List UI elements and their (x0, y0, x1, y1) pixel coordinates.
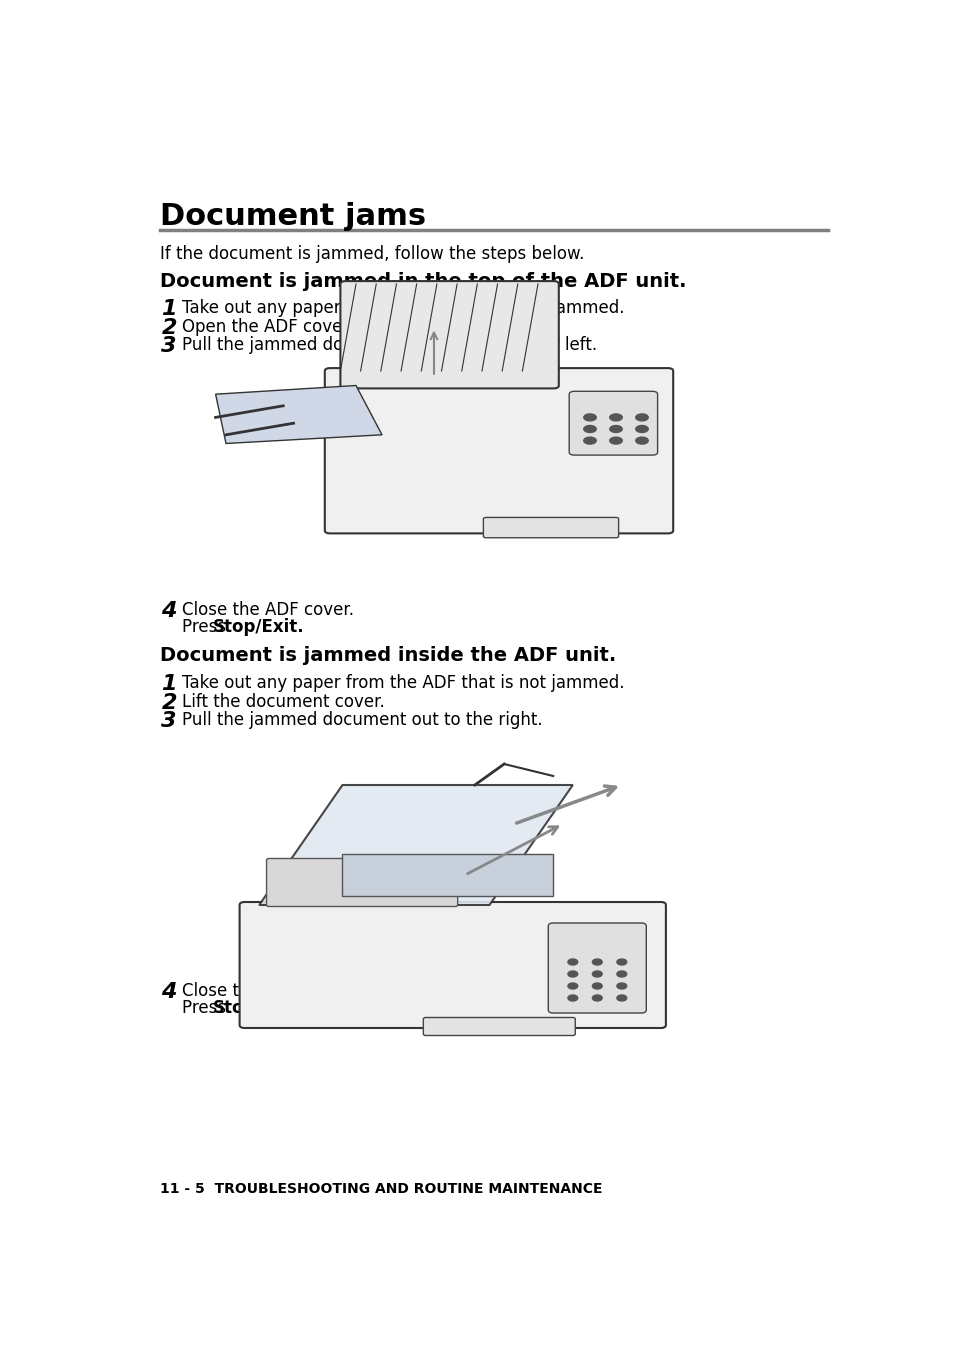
Text: 2: 2 (161, 692, 176, 713)
Text: 2: 2 (161, 318, 176, 338)
Polygon shape (342, 854, 553, 896)
Circle shape (617, 983, 626, 990)
Circle shape (609, 437, 621, 443)
FancyBboxPatch shape (548, 923, 645, 1013)
Text: Document is jammed in the top of the ADF unit.: Document is jammed in the top of the ADF… (160, 272, 686, 291)
Text: 1: 1 (161, 675, 176, 695)
Circle shape (617, 995, 626, 1000)
Circle shape (583, 414, 596, 420)
Circle shape (635, 437, 647, 443)
FancyBboxPatch shape (266, 859, 457, 906)
Text: Document is jammed inside the ADF unit.: Document is jammed inside the ADF unit. (160, 646, 616, 665)
Circle shape (635, 414, 647, 420)
Circle shape (592, 983, 601, 990)
Circle shape (592, 971, 601, 977)
FancyBboxPatch shape (423, 1018, 575, 1036)
Circle shape (583, 426, 596, 433)
Text: Lift the document cover.: Lift the document cover. (181, 692, 384, 711)
Text: 1: 1 (161, 299, 176, 319)
Circle shape (567, 995, 578, 1000)
FancyBboxPatch shape (483, 518, 618, 538)
FancyArrowPatch shape (257, 396, 312, 422)
Circle shape (617, 971, 626, 977)
Text: Stop/Exit.: Stop/Exit. (213, 618, 304, 635)
FancyArrowPatch shape (430, 333, 436, 375)
Text: If the document is jammed, follow the steps below.: If the document is jammed, follow the st… (160, 246, 583, 264)
Circle shape (609, 426, 621, 433)
Text: Close the ADF cover.: Close the ADF cover. (181, 602, 354, 619)
Text: Press: Press (181, 618, 231, 635)
FancyBboxPatch shape (239, 902, 665, 1028)
Circle shape (567, 983, 578, 990)
Text: Take out any paper from the ADF that is not jammed.: Take out any paper from the ADF that is … (181, 675, 623, 692)
Text: Take out any paper from the ADF that is not jammed.: Take out any paper from the ADF that is … (181, 299, 623, 318)
FancyBboxPatch shape (340, 281, 558, 388)
Text: Pull the jammed document out to the right or left.: Pull the jammed document out to the righ… (181, 337, 597, 354)
Circle shape (592, 995, 601, 1000)
Text: Pull the jammed document out to the right.: Pull the jammed document out to the righ… (181, 711, 541, 729)
FancyBboxPatch shape (324, 368, 673, 534)
FancyArrowPatch shape (517, 786, 615, 823)
Text: 3: 3 (161, 711, 176, 731)
Text: 11 - 5  TROUBLESHOOTING AND ROUTINE MAINTENANCE: 11 - 5 TROUBLESHOOTING AND ROUTINE MAINT… (160, 1183, 601, 1197)
Text: Close the document cover.: Close the document cover. (181, 983, 403, 1000)
Circle shape (592, 959, 601, 965)
Text: 4: 4 (161, 983, 176, 1002)
FancyArrowPatch shape (467, 826, 558, 873)
Circle shape (583, 437, 596, 443)
Circle shape (567, 959, 578, 965)
Text: 4: 4 (161, 602, 176, 621)
Circle shape (609, 414, 621, 420)
Circle shape (617, 959, 626, 965)
Text: 3: 3 (161, 337, 176, 357)
FancyBboxPatch shape (569, 391, 657, 456)
Polygon shape (215, 385, 381, 443)
Circle shape (635, 426, 647, 433)
Polygon shape (259, 786, 572, 904)
Text: Open the ADF cover.: Open the ADF cover. (181, 318, 353, 335)
Circle shape (567, 971, 578, 977)
Text: Press: Press (181, 999, 231, 1017)
Text: Document jams: Document jams (160, 203, 426, 231)
Text: Stop/Exit.: Stop/Exit. (213, 999, 304, 1017)
